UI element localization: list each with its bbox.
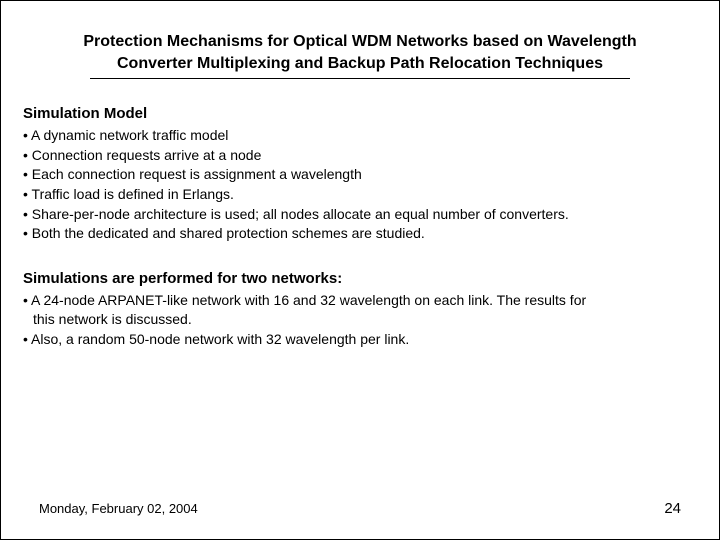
- bullet-item: • Traffic load is defined in Erlangs.: [23, 185, 697, 205]
- title-underline: [90, 78, 630, 79]
- slide-title: Protection Mechanisms for Optical WDM Ne…: [23, 31, 697, 74]
- bullet-item: • Both the dedicated and shared protecti…: [23, 224, 697, 244]
- title-line-2: Converter Multiplexing and Backup Path R…: [117, 55, 603, 72]
- bullet-item: • Connection requests arrive at a node: [23, 146, 697, 166]
- bullet-item: • Each connection request is assignment …: [23, 165, 697, 185]
- section-1-bullets: • A dynamic network traffic model • Conn…: [23, 126, 697, 244]
- slide-container: Protection Mechanisms for Optical WDM Ne…: [0, 0, 720, 540]
- section-2-bullets: • A 24-node ARPANET-like network with 16…: [23, 291, 697, 350]
- section-heading-1: Simulation Model: [23, 105, 697, 122]
- section-heading-2: Simulations are performed for two networ…: [23, 270, 697, 287]
- bullet-item: • A dynamic network traffic model: [23, 126, 697, 146]
- title-line-1: Protection Mechanisms for Optical WDM Ne…: [83, 33, 636, 50]
- bullet-continuation: this network is discussed.: [23, 310, 697, 330]
- footer-date: Monday, February 02, 2004: [39, 501, 198, 516]
- bullet-item: • A 24-node ARPANET-like network with 16…: [23, 291, 697, 311]
- bullet-item: • Also, a random 50-node network with 32…: [23, 330, 697, 350]
- footer-page-number: 24: [664, 500, 681, 517]
- slide-footer: Monday, February 02, 2004 24: [39, 500, 681, 517]
- bullet-item: • Share-per-node architecture is used; a…: [23, 205, 697, 225]
